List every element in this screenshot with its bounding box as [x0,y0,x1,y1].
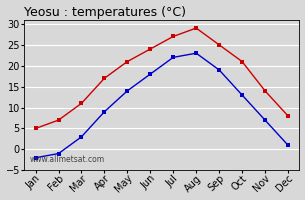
Text: Yeosu : temperatures (°C): Yeosu : temperatures (°C) [24,6,186,19]
Text: www.allmetsat.com: www.allmetsat.com [30,155,105,164]
